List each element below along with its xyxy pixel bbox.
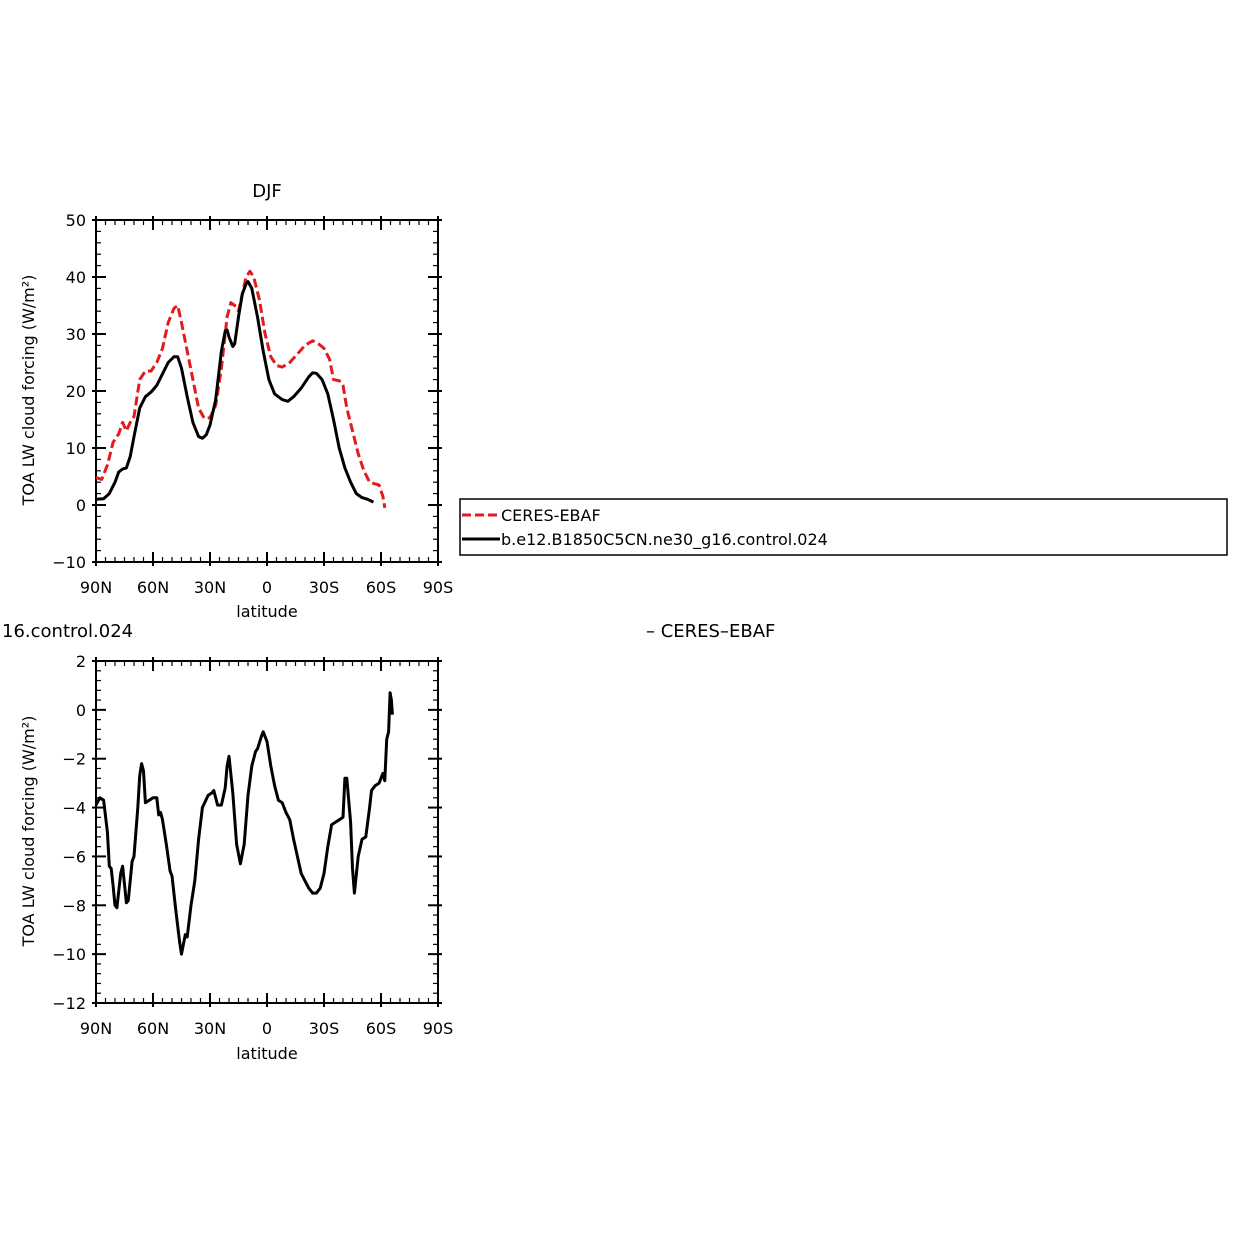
top-chart-frame <box>95 219 439 563</box>
bottom-chart-title-left: 16.control.024 <box>2 621 133 642</box>
bottom-chart-axes: 90N 60N 30N 0 30S 60S 90S −12 −10 −8 −6 −4 −2 0 2 <box>52 652 453 1038</box>
top-chart-x-tick-label: 90N <box>80 578 112 597</box>
top-chart-ylabel: TOA LW cloud forcing (W/m²) <box>19 275 38 507</box>
top-chart-x-tick-label: 60N <box>137 578 169 597</box>
bottom-chart-series-line-0 <box>94 691 394 956</box>
bottom-chart-xlabel: latitude <box>236 1044 297 1063</box>
bottom-chart-y-tick-label: −4 <box>62 799 86 818</box>
bottom-chart-x-tick-label: 30N <box>194 1019 226 1038</box>
bottom-chart-title-right: – CERES–EBAF <box>646 621 775 642</box>
bottom-chart-y-tick-label: −10 <box>52 945 86 964</box>
bottom-chart-y-tick-label: −2 <box>62 750 86 769</box>
top-chart-x-tick-label: 30N <box>194 578 226 597</box>
top-chart-xlabel: latitude <box>236 602 297 621</box>
top-chart-y-tick-label: 20 <box>66 382 86 401</box>
bottom-chart-y-tick-label: −12 <box>52 994 86 1013</box>
top-chart-series <box>95 269 387 509</box>
bottom-chart-x-tick-label: 0 <box>262 1019 272 1038</box>
top-chart-y-tick-label: 10 <box>66 439 86 458</box>
bottom-chart-x-tick-label: 90N <box>80 1019 112 1038</box>
top-chart-axes: 90N 60N 30N 0 30S 60S 90S −10 0 10 20 30 40 50 <box>52 211 453 597</box>
top-chart-title: DJF <box>252 181 282 202</box>
top-chart-y-tick-label: 30 <box>66 325 86 344</box>
top-chart-x-tick-label: 0 <box>262 578 272 597</box>
top-chart-x-tick-label: 90S <box>423 578 454 597</box>
bottom-chart-y-tick-label: −6 <box>62 847 86 866</box>
bottom-chart-x-tick-label: 60S <box>366 1019 397 1038</box>
bottom-chart-y-tick-label: 0 <box>76 701 86 720</box>
top-chart-y-tick-label: 40 <box>66 268 86 287</box>
bottom-chart-frame <box>95 660 439 1004</box>
top-chart-y-tick-label: −10 <box>52 553 86 572</box>
bottom-chart-x-tick-label: 30S <box>309 1019 340 1038</box>
bottom-chart-y-tick-label: −8 <box>62 896 86 915</box>
legend-label-model: b.e12.B1850C5CN.ne30_g16.control.024 <box>501 530 828 550</box>
legend-label-ceres: CERES-EBAF <box>501 506 601 525</box>
top-chart: DJF 90N 60N 30N 0 30S 60S 90S −10 0 10 20 30 40 50 la… <box>19 181 453 621</box>
top-chart-y-tick-label: 50 <box>66 211 86 230</box>
bottom-chart-series <box>94 691 394 956</box>
bottom-chart-y-tick-label: 2 <box>76 652 86 671</box>
top-chart-y-tick-label: 0 <box>76 496 86 515</box>
top-chart-x-tick-label: 30S <box>309 578 340 597</box>
bottom-chart-x-tick-label: 60N <box>137 1019 169 1038</box>
legend: CERES-EBAF b.e12.B1850C5CN.ne30_g16.cont… <box>459 498 1228 556</box>
bottom-chart-ylabel: TOA LW cloud forcing (W/m²) <box>19 716 38 948</box>
top-chart-x-tick-label: 60S <box>366 578 397 597</box>
legend-box <box>459 498 1228 556</box>
bottom-chart-x-tick-label: 90S <box>423 1019 454 1038</box>
top-chart-series-line-1 <box>95 280 375 504</box>
bottom-chart: 16.control.024 – CERES–EBAF 90N 60N 30N 0 30… <box>2 621 775 1063</box>
